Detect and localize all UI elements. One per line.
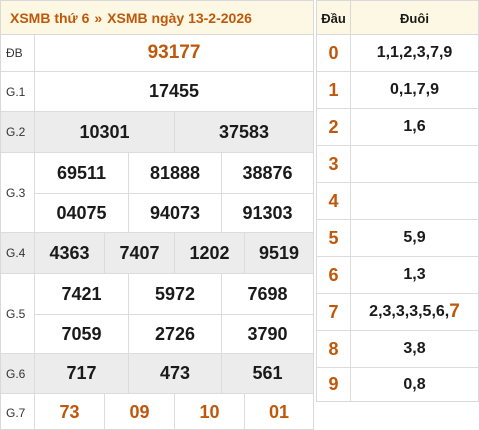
loto-head-digit: 0 [317, 35, 351, 71]
loto-head-digit: 7 [317, 294, 351, 330]
loto-head-digit: 9 [317, 368, 351, 401]
loto-row: 2 1,6 [317, 109, 478, 146]
tail-list: 1,6 [403, 118, 426, 135]
loto-head-digit: 1 [317, 72, 351, 108]
tail-list: 0,1,7,9 [390, 81, 439, 98]
loto-head-digit: 3 [317, 146, 351, 182]
prize-label: G.3 [1, 153, 35, 232]
column-header-duoi: Đuôi [400, 10, 429, 26]
loto-row: 9 0,8 [317, 368, 478, 401]
prize-label: G.1 [1, 72, 35, 111]
loto-header: Đầu Đuôi [317, 1, 478, 35]
loto-tail-digits: 1,1,2,3,7,9 [351, 35, 478, 71]
loto-tail-digits: 5,9 [351, 220, 478, 256]
prize-number: 37583 [174, 112, 313, 152]
loto-head-digit: 8 [317, 331, 351, 367]
loto-tail-digits: 3,8 [351, 331, 478, 367]
loto-row: 6 1,3 [317, 257, 478, 294]
prize-number: 81888 [128, 153, 221, 193]
prize-number: 4363 [49, 242, 90, 263]
prize-number: 17455 [148, 81, 200, 101]
loto-row: 1 0,1,7,9 [317, 72, 478, 109]
prize-number: 473 [128, 354, 221, 393]
loto-head-digit: 4 [317, 183, 351, 219]
results-header: XSMB thứ 6 » XSMB ngày 13-2-2026 [1, 1, 313, 35]
tail-list: 5,9 [403, 229, 426, 246]
tail-list: 3,8 [403, 340, 426, 357]
loto-row: 8 3,8 [317, 331, 478, 368]
prize-number: 1202 [174, 233, 244, 273]
prize-number: 09 [104, 394, 174, 430]
prize-number: 5972 [128, 274, 221, 314]
prize-number-special: 93177 [147, 42, 201, 63]
prize-label: G.2 [1, 112, 35, 152]
loto-tail-digits: 2,3,3,3,5,6, 7 [351, 294, 478, 330]
loto-head-digit: 5 [317, 220, 351, 256]
prize-number: 3790 [221, 314, 313, 353]
breadcrumb-separator: » [94, 9, 103, 26]
loto-tail-digits: 1,3 [351, 257, 478, 293]
prize-label: ĐB [1, 35, 35, 71]
prize-number: 7059 [35, 314, 128, 353]
prize-number: 91303 [221, 193, 313, 232]
prize-number: 38876 [221, 153, 313, 193]
loto-tail-digits [351, 183, 478, 219]
loto-row: 5 5,9 [317, 220, 478, 257]
prize-row-g5: G.5 7421 5972 7698 7059 2726 3790 [1, 274, 313, 354]
title-xsmb-weekday-link[interactable]: XSMB thứ 6 [10, 9, 90, 26]
prize-number: 9519 [244, 233, 313, 273]
prize-row-g4: G.4 4363 7407 1202 9519 [1, 233, 313, 274]
loto-head-digit: 2 [317, 109, 351, 145]
loto-row: 0 1,1,2,3,7,9 [317, 35, 478, 72]
loto-table: Đầu Đuôi 0 1,1,2,3,7,9 1 0,1,7,9 2 1,6 3… [316, 0, 479, 402]
prize-number: 717 [66, 363, 97, 383]
prize-number: 04075 [35, 193, 128, 232]
loto-head-digit: 6 [317, 257, 351, 293]
prize-label: G.7 [1, 394, 35, 430]
loto-row: 4 [317, 183, 478, 220]
prize-label: G.5 [1, 274, 35, 353]
prize-row-db: ĐB 93177 [1, 35, 313, 72]
column-header-dau: Đầu [317, 1, 351, 35]
prize-number: 7407 [104, 233, 174, 273]
title-xsmb-date-link[interactable]: XSMB ngày 13-2-2026 [107, 9, 252, 26]
tail-highlight-special: 7 [449, 301, 460, 322]
loto-row: 3 [317, 146, 478, 183]
loto-row: 7 2,3,3,3,5,6, 7 [317, 294, 478, 331]
prize-number: 2726 [128, 314, 221, 353]
prize-label: G.4 [1, 233, 35, 273]
prize-label: G.6 [1, 354, 35, 393]
loto-tail-digits: 0,1,7,9 [351, 72, 478, 108]
prize-number: 10 [174, 394, 244, 430]
prize-number: 69511 [56, 162, 107, 183]
prize-row-g1: G.1 17455 [1, 72, 313, 112]
tail-list: 2,3,3,3,5,6, [369, 303, 450, 320]
loto-tail-digits [351, 146, 478, 182]
prize-number: 01 [244, 394, 313, 430]
loto-tail-digits: 1,6 [351, 109, 478, 145]
results-table: XSMB thứ 6 » XSMB ngày 13-2-2026 ĐB 9317… [0, 0, 314, 430]
prize-row-g6: G.6 717 473 561 [1, 354, 313, 394]
prize-number: 73 [59, 402, 80, 422]
prize-number: 561 [221, 354, 313, 393]
prize-number: 94073 [128, 193, 221, 232]
prize-row-g3: G.3 69511 81888 38876 04075 94073 91303 [1, 153, 313, 233]
tail-list: 0,8 [403, 375, 426, 393]
prize-row-g2: G.2 10301 37583 [1, 112, 313, 153]
tail-list: 1,1,2,3,7,9 [376, 44, 453, 61]
tail-list: 1,3 [403, 266, 426, 283]
prize-number: 7698 [221, 274, 313, 314]
prize-number: 10301 [79, 121, 130, 142]
loto-tail-digits: 0,8 [351, 368, 478, 401]
prize-number: 7421 [61, 283, 102, 304]
prize-row-g7: G.7 73 09 10 01 [1, 394, 313, 430]
